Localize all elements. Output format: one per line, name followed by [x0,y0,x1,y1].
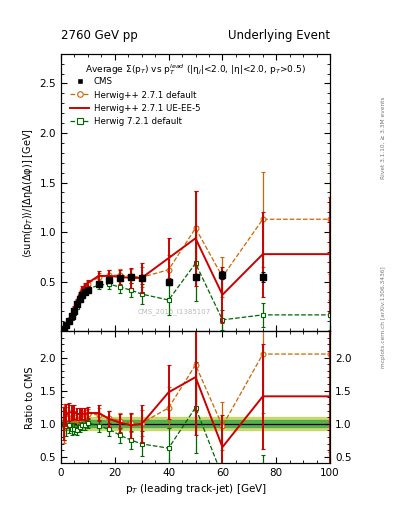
Text: Rivet 3.1.10, ≥ 3.3M events: Rivet 3.1.10, ≥ 3.3M events [381,97,386,180]
Y-axis label: ⟨sum(p$_{T}$)⟩/[ΔηΔ(Δφ)] [GeV]: ⟨sum(p$_{T}$)⟩/[ΔηΔ(Δφ)] [GeV] [21,127,35,258]
Bar [61,420,330,427]
Text: Average Σ(p$_{T}$) vs p$_{T}^{lead}$ (|η$_{j}$|<2.0, |η|<2.0, p$_{T}$>0.5): Average Σ(p$_{T}$) vs p$_{T}^{lead}$ (|η… [85,62,306,77]
Text: Underlying Event: Underlying Event [228,29,330,42]
Text: CMS_2015_I1385107: CMS_2015_I1385107 [138,308,211,314]
Text: 2760 GeV pp: 2760 GeV pp [61,29,138,42]
Bar [61,417,330,430]
Legend: CMS, Herwig++ 2.7.1 default, Herwig++ 2.7.1 UE-EE-5, Herwig 7.2.1 default: CMS, Herwig++ 2.7.1 default, Herwig++ 2.… [68,75,203,129]
X-axis label: p$_{T}$ (leading track-jet) [GeV]: p$_{T}$ (leading track-jet) [GeV] [125,482,266,497]
Text: mcplots.cern.ch [arXiv:1306.3436]: mcplots.cern.ch [arXiv:1306.3436] [381,267,386,368]
Y-axis label: Ratio to CMS: Ratio to CMS [25,366,35,429]
